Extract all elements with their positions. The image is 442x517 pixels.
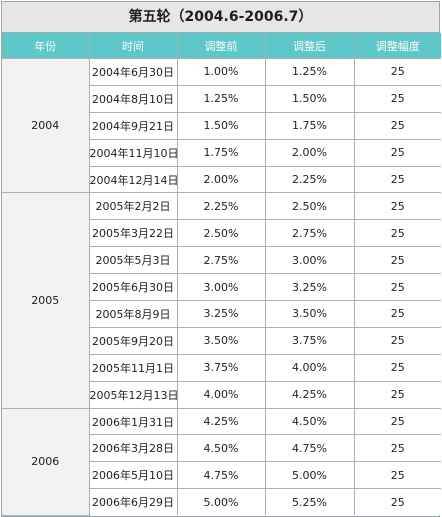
date-cell: 2006年6月29日 [89, 488, 178, 516]
date-cell: 2004年8月10日 [89, 84, 178, 113]
change-cell: 25 [353, 273, 441, 302]
change-cell: 25 [353, 380, 441, 409]
table-body: 2004 2004年6月30日 1.00% 1.25% 25 2004年8月10日 1.25… [2, 57, 441, 516]
rate-before-cell: 2.75% [176, 246, 266, 275]
rate-after-cell: 4.25% [264, 380, 355, 409]
rate-before-cell: 2.25% [176, 192, 266, 221]
rate-after-cell: 3.50% [264, 300, 355, 328]
table-row: 2005年3月22日 2.50% 2.75% 25 [2, 219, 441, 248]
table-row: 2005年6月30日 3.00% 3.25% 25 [2, 273, 441, 302]
rate-before-cell: 4.00% [176, 380, 266, 409]
date-cell: 2005年9月20日 [89, 326, 178, 355]
change-cell: 25 [353, 165, 441, 194]
rate-after-cell: 4.00% [264, 353, 355, 382]
rate-after-cell: 3.00% [264, 246, 355, 275]
table-row: 2006 2006年1月31日 4.25% 4.50% 25 [2, 407, 441, 516]
date-cell: 2004年12月14日 [89, 165, 178, 194]
rate-before-cell: 2.00% [176, 165, 266, 194]
date-cell: 2004年9月21日 [89, 111, 178, 140]
rate-after-cell: 3.75% [264, 326, 355, 355]
table-row: 2004年9月21日 1.50% 1.75% 25 [2, 111, 441, 140]
column-header-before: 调整前 [176, 33, 266, 59]
rate-after-cell: 4.50% [264, 407, 355, 436]
table-row: 2005年11月1日 3.75% 4.00% 25 [2, 353, 441, 382]
rate-after-cell: 1.25% [264, 58, 355, 86]
rate-after-cell: 2.50% [264, 192, 355, 221]
change-cell: 25 [353, 434, 441, 463]
change-cell: 25 [353, 111, 441, 140]
table-row: 2005 2005年2月2日 2.25% 2.50% 25 [2, 192, 441, 409]
rate-before-cell: 3.25% [176, 300, 266, 328]
rate-after-cell: 2.00% [264, 138, 355, 167]
table-row: 2005年12月13日 4.00% 4.25% 25 [2, 380, 441, 409]
date-cell: 2005年11月1日 [89, 353, 178, 382]
rate-after-cell: 5.00% [264, 461, 355, 490]
date-cell: 2006年3月28日 [89, 434, 178, 463]
header-row: 年份 时间 调整前 调整后 调整幅度 [2, 33, 441, 59]
column-header-after: 调整后 [264, 33, 355, 59]
rate-after-cell: 1.75% [264, 111, 355, 140]
change-cell: 25 [353, 300, 441, 328]
rate-before-cell: 5.00% [176, 488, 266, 516]
change-cell: 25 [353, 84, 441, 113]
date-cell: 2005年12月13日 [89, 380, 178, 409]
date-cell: 2005年5月3日 [89, 246, 178, 275]
table-row: 2006年5月10日 4.75% 5.00% 25 [2, 461, 441, 490]
column-header-year: 年份 [2, 33, 90, 59]
date-cell: 2005年6月30日 [89, 273, 178, 302]
rate-adjustment-table: 年份 时间 调整前 调整后 调整幅度 2004 2004年6月30日 1.00% 1.… [2, 33, 441, 516]
date-cell: 2004年6月30日 [88, 58, 178, 86]
rate-before-cell: 4.50% [176, 434, 266, 463]
column-header-date: 时间 [88, 33, 178, 59]
table-row: 2005年5月3日 2.75% 3.00% 25 [2, 246, 441, 275]
rate-before-cell: 4.75% [176, 461, 266, 490]
rate-after-cell: 3.25% [264, 273, 355, 302]
rate-before-cell: 3.50% [176, 326, 266, 355]
rate-before-cell: 1.50% [176, 111, 266, 140]
date-cell: 2006年1月31日 [88, 407, 178, 436]
table-title: 第五轮（2004.6-2006.7） [2, 2, 439, 33]
rate-after-cell: 1.50% [264, 84, 355, 113]
change-cell: 25 [353, 246, 441, 275]
table-row: 2004 2004年6月30日 1.00% 1.25% 25 [2, 57, 441, 194]
change-cell: 25 [353, 488, 441, 516]
rate-before-cell: 1.25% [176, 84, 266, 113]
rate-before-cell: 2.50% [176, 219, 266, 248]
year-cell: 2005 [2, 192, 90, 409]
change-cell: 25 [353, 219, 441, 248]
rate-before-cell: 1.75% [176, 138, 266, 167]
date-cell: 2006年5月10日 [89, 461, 178, 490]
change-cell: 25 [353, 353, 441, 382]
table-row: 2006年3月28日 4.50% 4.75% 25 [2, 434, 441, 463]
change-cell: 25 [353, 461, 441, 490]
table-row: 2005年8月9日 3.25% 3.50% 25 [2, 300, 441, 328]
date-cell: 2005年8月9日 [89, 300, 178, 328]
rate-before-cell: 3.00% [176, 273, 266, 302]
rate-before-cell: 3.75% [176, 353, 266, 382]
rate-before-cell: 1.00% [176, 58, 266, 86]
table-row: 2005年9月20日 3.50% 3.75% 25 [2, 326, 441, 355]
change-cell: 25 [353, 192, 441, 221]
rate-before-cell: 4.25% [176, 407, 266, 436]
rate-after-cell: 2.75% [264, 219, 355, 248]
change-cell: 25 [353, 326, 441, 355]
column-header-change: 调整幅度 [353, 33, 441, 59]
rate-after-cell: 2.25% [264, 165, 355, 194]
rate-after-cell: 5.25% [264, 488, 355, 516]
rate-after-cell: 4.75% [264, 434, 355, 463]
change-cell: 25 [353, 407, 441, 436]
date-cell: 2005年3月22日 [89, 219, 178, 248]
year-cell: 2006 [2, 407, 90, 516]
change-cell: 25 [353, 138, 441, 167]
date-cell: 2004年11月10日 [89, 138, 178, 167]
year-cell: 2004 [2, 57, 90, 194]
date-cell: 2005年2月2日 [88, 192, 178, 221]
change-cell: 25 [353, 58, 441, 86]
table-row: 2004年12月14日 2.00% 2.25% 25 [2, 165, 441, 194]
